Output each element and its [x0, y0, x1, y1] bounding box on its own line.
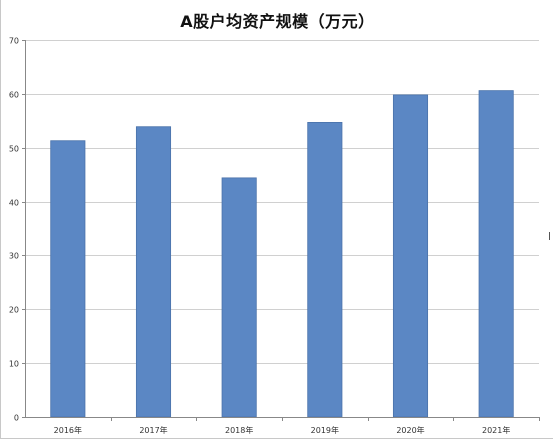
- x-tick-label: 2019年: [311, 425, 339, 435]
- bar: [221, 177, 257, 418]
- chart-title: A股户均资产规模（万元）: [180, 12, 375, 31]
- bar: [307, 122, 343, 418]
- bar: [392, 94, 429, 418]
- bar: [135, 126, 172, 418]
- x-tick-label: 2017年: [139, 425, 167, 435]
- axes: [22, 40, 540, 421]
- y-tick-label: 30: [9, 252, 19, 261]
- y-tick-label: 10: [9, 360, 19, 369]
- x-tick-label: 2021年: [482, 425, 510, 435]
- bar: [478, 90, 514, 418]
- x-tick-label: 2018年: [225, 425, 253, 435]
- x-tick-label: 2020年: [396, 425, 424, 435]
- stray-mark: [549, 232, 550, 240]
- bar: [50, 140, 86, 418]
- bars: [50, 90, 514, 418]
- x-tick-labels: 2016年 2017年 2018年 2019年 2020年 2021年: [54, 425, 511, 435]
- y-tick-label: 40: [9, 199, 19, 208]
- y-tick-label: 0: [14, 414, 19, 423]
- x-tick-label: 2016年: [54, 425, 82, 435]
- y-tick-labels: 0 10 20 30 40 50 60 70: [9, 37, 19, 423]
- y-tick-label: 70: [9, 37, 19, 46]
- grid-lines: [25, 40, 539, 364]
- y-tick-label: 50: [9, 145, 19, 154]
- y-tick-label: 20: [9, 306, 19, 315]
- y-tick-label: 60: [9, 91, 19, 100]
